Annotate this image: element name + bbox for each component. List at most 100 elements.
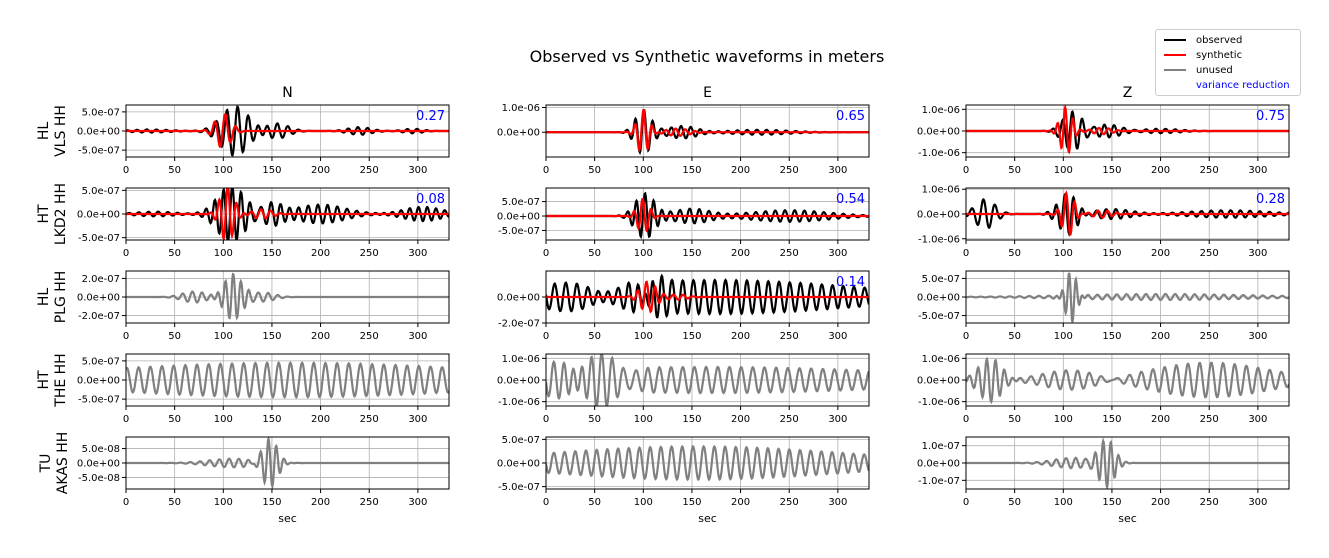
- row-label-station: PLG HH: [53, 271, 69, 324]
- x-tick-label: 250: [780, 414, 799, 425]
- x-tick-label: 100: [214, 497, 233, 508]
- x-tick-label: 250: [360, 165, 379, 176]
- x-tick-label: 250: [1200, 165, 1219, 176]
- y-tick-label: 0.0e+00: [497, 128, 540, 139]
- x-tick-label: 150: [262, 248, 281, 259]
- x-tick-label: 200: [1151, 497, 1170, 508]
- x-tick-label: 150: [262, 497, 281, 508]
- y-tick-label: 0.0e+00: [77, 127, 120, 138]
- variance-reduction-label: 0.54: [836, 192, 865, 207]
- y-tick-label: 0.0e+00: [917, 293, 960, 304]
- unused-waveform: [126, 437, 449, 489]
- x-tick-label: 200: [1151, 165, 1170, 176]
- x-tick-label: 50: [1008, 497, 1021, 508]
- legend-label: synthetic: [1196, 49, 1243, 61]
- axes-frame: [545, 270, 870, 324]
- panel-THE-Z: 0 50 100 150 200 250 300 1.0e-06 0.0e+00 -1.0e-06: [917, 353, 1290, 425]
- panel-PLG-N: 0 50 100 150 200 250 300 2.0e-07 0.0e+00 -2.0e-07: [77, 270, 450, 342]
- y-tick-label: -5.0e-08: [78, 473, 120, 484]
- axes-frame: [545, 436, 870, 490]
- panel-VLS-E: 0 50 100 150 200 250 300 1.0e-06 0.0e+00 0.65: [497, 103, 870, 176]
- x-tick-label: 200: [731, 497, 750, 508]
- axes-frame: [545, 187, 870, 241]
- x-tick-label: 50: [588, 497, 601, 508]
- x-tick-label: 50: [1008, 165, 1021, 176]
- y-tick-label: 5.0e-07: [502, 435, 540, 446]
- x-tick-label: 300: [828, 248, 847, 259]
- x-tick-label: 150: [1102, 331, 1121, 342]
- y-tick-label: 1.0e-07: [922, 441, 960, 452]
- x-tick-label: 200: [311, 414, 330, 425]
- panel-LKD2-E: 0 50 100 150 200 250 300 5.0e-07 0.0e+00 -5.0e-07…: [497, 187, 870, 259]
- x-tick-label: 150: [682, 248, 701, 259]
- x-tick-label: 200: [731, 165, 750, 176]
- row-label-station: LKD2 HH: [53, 183, 69, 245]
- panel-VLS-N: 0 50 100 150 200 250 300 5.0e-07 0.0e+00 -5.0e-07…: [77, 104, 450, 176]
- x-tick-label: 200: [311, 248, 330, 259]
- y-tick-label: 0.0e+00: [77, 459, 120, 470]
- unused-waveform: [966, 437, 1289, 489]
- axes-frame: [545, 104, 870, 158]
- y-tick-label: -5.0e-07: [918, 311, 960, 322]
- x-tick-label: 300: [408, 497, 427, 508]
- x-tick-label: 50: [1008, 414, 1021, 425]
- x-tick-label: 0: [543, 414, 549, 425]
- y-tick-label: -2.0e-07: [498, 319, 540, 330]
- x-tick-label: 300: [1248, 248, 1267, 259]
- row-label-network: HL: [36, 288, 52, 307]
- x-tick-label: 100: [634, 248, 653, 259]
- x-tick-label: 0: [543, 331, 549, 342]
- row-label-network: HL: [36, 122, 52, 141]
- x-tick-label: 200: [1151, 331, 1170, 342]
- variance-reduction-label: 0.28: [1256, 192, 1285, 207]
- y-tick-label: 0.0e+00: [497, 376, 540, 387]
- x-tick-label: 0: [123, 331, 129, 342]
- x-tick-label: 250: [780, 165, 799, 176]
- y-tick-label: -5.0e-07: [78, 395, 120, 406]
- legend-label: variance reduction: [1196, 79, 1290, 91]
- row-label-network: HT: [36, 370, 52, 390]
- x-tick-label: 100: [1054, 248, 1073, 259]
- y-tick-label: 0.0e+00: [77, 210, 120, 221]
- observed-waveform: [546, 273, 869, 319]
- x-tick-label: 300: [1248, 331, 1267, 342]
- y-tick-label: 5.0e-07: [502, 197, 540, 208]
- x-tick-label: 0: [123, 497, 129, 508]
- x-axis-label: sec: [278, 512, 297, 525]
- x-tick-label: 100: [634, 497, 653, 508]
- x-tick-label: 0: [123, 414, 129, 425]
- x-tick-label: 100: [634, 414, 653, 425]
- synthetic-waveform: [966, 190, 1289, 237]
- axes-frame: [965, 436, 1290, 490]
- panel-THE-E: 0 50 100 150 200 250 300 1.0e-06 0.0e+00 -1.0e-06: [497, 353, 870, 425]
- y-tick-label: -2.0e-07: [78, 311, 120, 322]
- x-tick-label: 100: [214, 414, 233, 425]
- synthetic-waveform: [966, 105, 1289, 155]
- legend-label: unused: [1196, 64, 1233, 76]
- row-label-station: THE HH: [53, 353, 69, 407]
- x-tick-label: 200: [1151, 248, 1170, 259]
- x-tick-label: 300: [408, 414, 427, 425]
- row-label: HLPLG HH: [36, 271, 69, 324]
- y-tick-label: 5.0e-07: [82, 186, 120, 197]
- x-tick-label: 0: [963, 165, 969, 176]
- axes-frame: [125, 353, 450, 407]
- y-tick-label: -1.0e-06: [918, 234, 960, 245]
- row-label-network: TU: [38, 454, 54, 474]
- y-tick-label: 0.0e+00: [917, 376, 960, 387]
- y-tick-label: 0.0e+00: [497, 293, 540, 304]
- panel-PLG-E: 0 50 100 150 200 250 300 0.0e+00 -2.0e-07 0.14: [497, 270, 870, 342]
- x-tick-label: 0: [543, 497, 549, 508]
- x-tick-label: 0: [543, 165, 549, 176]
- x-tick-label: 100: [634, 331, 653, 342]
- x-tick-label: 150: [682, 331, 701, 342]
- x-tick-label: 0: [543, 248, 549, 259]
- x-tick-label: 50: [168, 331, 181, 342]
- column-title-Z: Z: [1123, 85, 1133, 101]
- panel-LKD2-N: 0 50 100 150 200 250 300 5.0e-07 0.0e+00 -5.0e-07…: [77, 186, 450, 259]
- x-tick-label: 250: [1200, 497, 1219, 508]
- x-tick-label: 100: [1054, 497, 1073, 508]
- unused-waveform: [546, 354, 869, 406]
- x-tick-label: 150: [262, 414, 281, 425]
